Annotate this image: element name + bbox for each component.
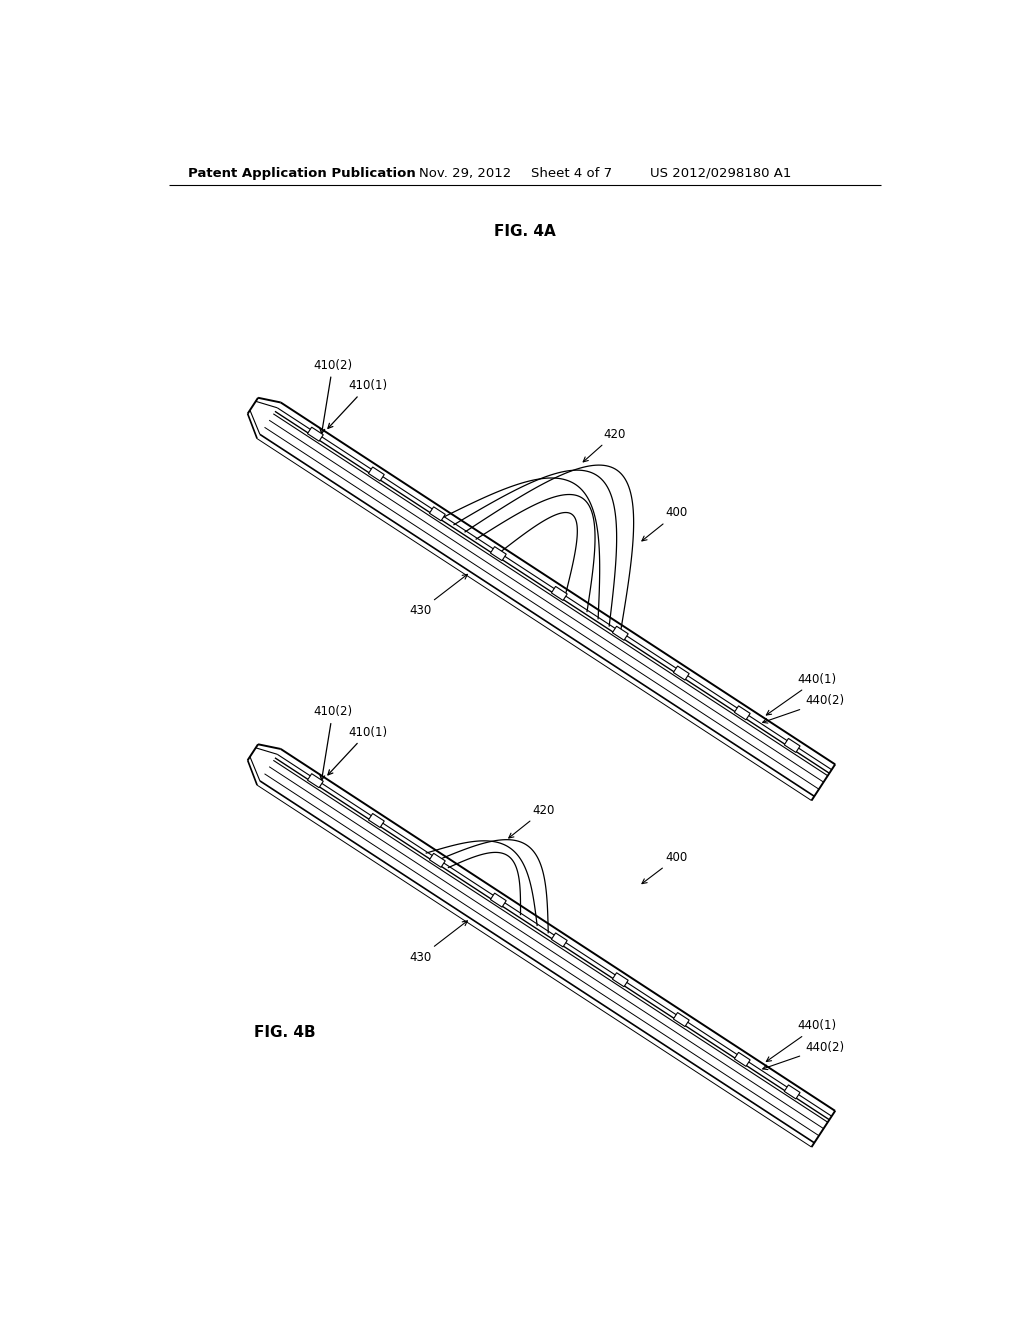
Polygon shape [429, 853, 445, 867]
Polygon shape [612, 626, 628, 640]
Polygon shape [369, 813, 384, 828]
Polygon shape [490, 546, 506, 561]
Polygon shape [551, 933, 567, 946]
Text: US 2012/0298180 A1: US 2012/0298180 A1 [650, 166, 792, 180]
Text: 440(2): 440(2) [763, 1041, 844, 1069]
Polygon shape [734, 706, 751, 719]
Text: 410(2): 410(2) [313, 359, 352, 434]
Polygon shape [674, 667, 689, 680]
Polygon shape [734, 1052, 751, 1067]
Polygon shape [369, 467, 384, 480]
Polygon shape [307, 428, 324, 441]
Text: 410(1): 410(1) [328, 379, 387, 429]
Text: Sheet 4 of 7: Sheet 4 of 7 [531, 166, 612, 180]
Text: 440(2): 440(2) [763, 694, 844, 723]
Text: 430: 430 [409, 921, 467, 964]
Text: FIG. 4B: FIG. 4B [254, 1026, 315, 1040]
Text: 410(1): 410(1) [328, 726, 387, 775]
Text: 400: 400 [642, 507, 688, 541]
Polygon shape [490, 894, 506, 907]
Text: 420: 420 [584, 428, 626, 462]
Polygon shape [551, 586, 567, 601]
Text: 410(2): 410(2) [313, 705, 352, 780]
Text: 440(1): 440(1) [766, 673, 837, 715]
Text: 400: 400 [642, 850, 688, 883]
Text: Nov. 29, 2012: Nov. 29, 2012 [419, 166, 512, 180]
Text: 440(1): 440(1) [766, 1019, 837, 1061]
Polygon shape [784, 1085, 800, 1100]
Polygon shape [784, 738, 800, 752]
Text: Patent Application Publication: Patent Application Publication [188, 166, 416, 180]
Text: 420: 420 [509, 804, 555, 838]
Polygon shape [307, 774, 324, 788]
Polygon shape [429, 507, 445, 521]
Text: 430: 430 [409, 574, 467, 618]
Polygon shape [674, 1012, 689, 1027]
Polygon shape [612, 973, 628, 987]
Text: FIG. 4A: FIG. 4A [494, 224, 556, 239]
